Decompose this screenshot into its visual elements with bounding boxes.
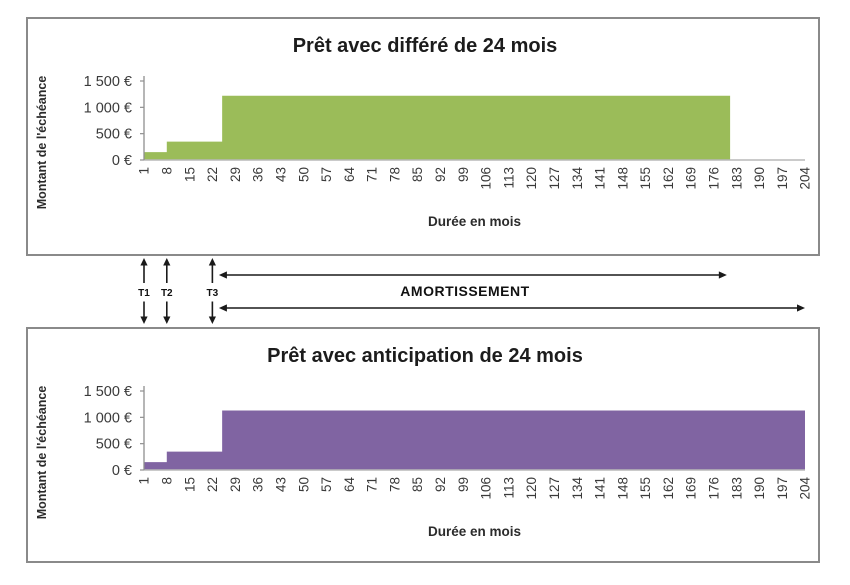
t-marker-arrowhead-down-icon <box>140 316 148 324</box>
x-tick-label: 22 <box>205 477 220 492</box>
x-tick-label: 1 <box>137 167 152 175</box>
x-tick-label: 92 <box>433 167 448 182</box>
x-tick-label: 22 <box>205 167 220 182</box>
x-tick-label: 78 <box>387 167 402 182</box>
arrowhead-left-icon <box>218 304 227 312</box>
chart-title: Prêt avec différé de 24 mois <box>293 35 558 57</box>
t-marker-label: T1 <box>138 288 150 299</box>
x-tick-label: 78 <box>387 477 402 492</box>
x-tick-label: 141 <box>593 477 608 500</box>
y-tick-label: 1 500 € <box>84 74 132 90</box>
x-tick-label: 85 <box>410 477 425 492</box>
x-tick-label: 99 <box>456 167 471 182</box>
x-tick-label: 36 <box>251 167 266 182</box>
x-tick-label: 148 <box>615 167 630 190</box>
x-tick-label: 183 <box>729 477 744 500</box>
x-tick-label: 29 <box>228 477 243 492</box>
arrowhead-left-icon <box>218 271 227 279</box>
t-marker-arrowhead-up-icon <box>208 258 216 266</box>
anticipation-area-chart: 0 € 500 € 1 000 € 1 500 € 1 8 15 22 29 36 43 50 57 64… <box>35 345 813 539</box>
timeline-annotation-strip: T1 T2 T3 AMORTISSEMENT <box>138 258 805 324</box>
x-tick-label: 183 <box>729 167 744 190</box>
x-tick-label: 190 <box>752 477 767 500</box>
x-tick-label: 190 <box>752 167 767 190</box>
chart-title: Prêt avec anticipation de 24 mois <box>267 345 583 367</box>
amortissement-label: AMORTISSEMENT <box>400 283 529 299</box>
x-tick-label: 64 <box>342 477 357 493</box>
x-tick-label: 92 <box>433 477 448 492</box>
area-series <box>144 95 805 160</box>
x-tick-label: 85 <box>410 167 425 182</box>
y-tick-label: 1 000 € <box>84 100 132 116</box>
x-tick-label: 169 <box>684 167 699 190</box>
x-axis-title: Durée en mois <box>428 524 521 539</box>
x-tick-label: 15 <box>182 477 197 492</box>
y-axis-title: Montant de l'échéance <box>35 76 49 210</box>
x-tick-label: 127 <box>547 477 562 500</box>
t-marker-label: T3 <box>207 288 219 299</box>
t-marker-arrowhead-up-icon <box>140 258 148 266</box>
y-tick-label: 1 000 € <box>84 410 132 426</box>
x-tick-label: 43 <box>273 167 288 182</box>
deferral-chart-panel: 0 € 500 € 1 000 € 1 500 € 1 8 15 22 29 36 43 50 57 64… <box>26 17 820 256</box>
x-tick-label: 15 <box>182 167 197 182</box>
x-tick-label: 113 <box>501 477 516 499</box>
x-tick-label: 106 <box>479 477 494 500</box>
x-tick-label: 176 <box>707 477 722 500</box>
x-tick-label: 134 <box>570 167 585 190</box>
x-tick-label: 57 <box>319 477 334 492</box>
x-tick-label: 120 <box>524 477 539 500</box>
arrowhead-right-icon <box>797 304 805 312</box>
x-tick-label: 8 <box>159 477 174 485</box>
x-tick-label: 120 <box>524 167 539 190</box>
x-tick-label: 204 <box>798 477 813 500</box>
x-tick-label: 169 <box>684 477 699 500</box>
x-tick-label: 176 <box>707 167 722 190</box>
x-tick-label: 64 <box>342 167 357 183</box>
x-tick-label: 99 <box>456 477 471 492</box>
x-tick-label: 8 <box>159 167 174 175</box>
x-tick-label: 204 <box>798 167 813 190</box>
x-tick-label: 71 <box>365 477 380 492</box>
y-tick-label: 0 € <box>112 153 132 169</box>
y-tick-label: 500 € <box>96 127 132 143</box>
x-tick-label: 162 <box>661 167 676 190</box>
t-marker-arrowhead-down-icon <box>163 316 171 324</box>
x-tick-label: 141 <box>593 167 608 190</box>
anticipation-chart-panel: 0 € 500 € 1 000 € 1 500 € 1 8 15 22 29 36 43 50 57 64… <box>26 327 820 563</box>
x-tick-label: 148 <box>615 477 630 500</box>
t-marker-label: T2 <box>161 288 173 299</box>
x-tick-label: 197 <box>775 167 790 190</box>
x-tick-label: 1 <box>137 477 152 485</box>
x-tick-label: 155 <box>638 167 653 190</box>
area-series <box>144 410 805 470</box>
x-tick-label: 113 <box>501 167 516 189</box>
t-marker-arrowhead-up-icon <box>163 258 171 266</box>
arrowhead-right-icon <box>718 271 727 279</box>
x-tick-label: 50 <box>296 477 311 492</box>
x-tick-label: 29 <box>228 167 243 182</box>
t-marker-arrowhead-down-icon <box>208 316 216 324</box>
y-axis-title: Montant de l'échéance <box>35 386 49 520</box>
x-tick-label: 43 <box>273 477 288 492</box>
x-tick-label: 57 <box>319 167 334 182</box>
x-tick-label: 162 <box>661 477 676 500</box>
x-tick-label: 106 <box>479 167 494 190</box>
x-tick-label: 134 <box>570 477 585 500</box>
x-axis-title: Durée en mois <box>428 214 521 229</box>
y-tick-label: 1 500 € <box>84 384 132 400</box>
x-tick-label: 36 <box>251 477 266 492</box>
x-tick-label: 155 <box>638 477 653 500</box>
y-tick-label: 500 € <box>96 437 132 453</box>
x-tick-label: 71 <box>365 167 380 182</box>
x-tick-label: 50 <box>296 167 311 182</box>
x-tick-label: 127 <box>547 167 562 190</box>
x-tick-label: 197 <box>775 477 790 500</box>
deferral-area-chart: 0 € 500 € 1 000 € 1 500 € 1 8 15 22 29 36 43 50 57 64… <box>35 35 813 229</box>
y-tick-label: 0 € <box>112 463 132 479</box>
